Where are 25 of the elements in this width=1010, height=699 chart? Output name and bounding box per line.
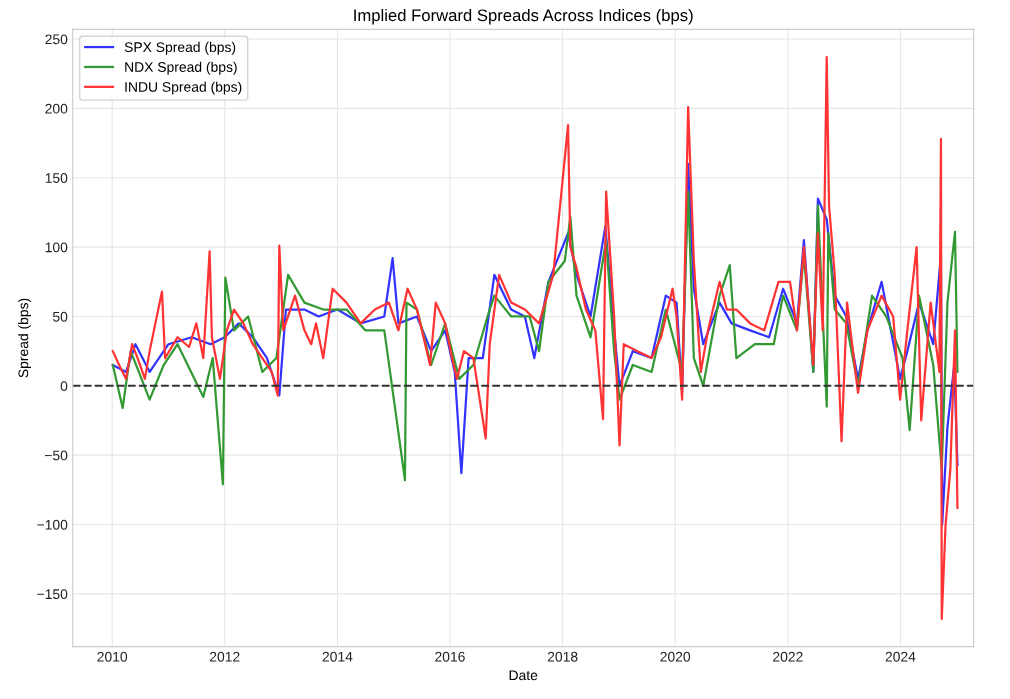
y-tick-label: 250 xyxy=(45,34,68,45)
legend-label: INDU Spread (bps) xyxy=(125,81,242,95)
x-tick-label: 2024 xyxy=(885,651,916,662)
legend-label: NDX Spread (bps) xyxy=(125,61,237,75)
chart-title: Implied Forward Spreads Across Indices (bps) xyxy=(354,8,693,25)
x-tick-label: 2014 xyxy=(322,651,353,662)
y-tick-label: −50 xyxy=(44,450,68,461)
line-series xyxy=(111,55,959,620)
x-axis-title: Date xyxy=(509,670,538,681)
x-tick-label: 2022 xyxy=(773,651,803,662)
y-tick-label: −100 xyxy=(37,519,68,530)
legend-label: SPX Spread (bps) xyxy=(124,41,236,55)
x-tick-label: 2012 xyxy=(209,651,240,662)
line-series xyxy=(111,190,959,486)
y-tick-label: 50 xyxy=(52,311,68,322)
y-axis-title: Spread (bps) xyxy=(18,298,32,378)
x-tick-label: 2020 xyxy=(660,651,691,662)
y-tick-label: 0 xyxy=(60,381,68,391)
x-tick-label: 2010 xyxy=(97,651,128,662)
x-tick-label: 2018 xyxy=(547,651,578,662)
y-tick-label: 100 xyxy=(45,242,68,253)
x-tick-label: 2016 xyxy=(435,651,465,662)
y-tick-label: −150 xyxy=(37,589,68,600)
y-tick-label: 150 xyxy=(45,173,68,183)
y-tick-label: 200 xyxy=(45,103,68,114)
